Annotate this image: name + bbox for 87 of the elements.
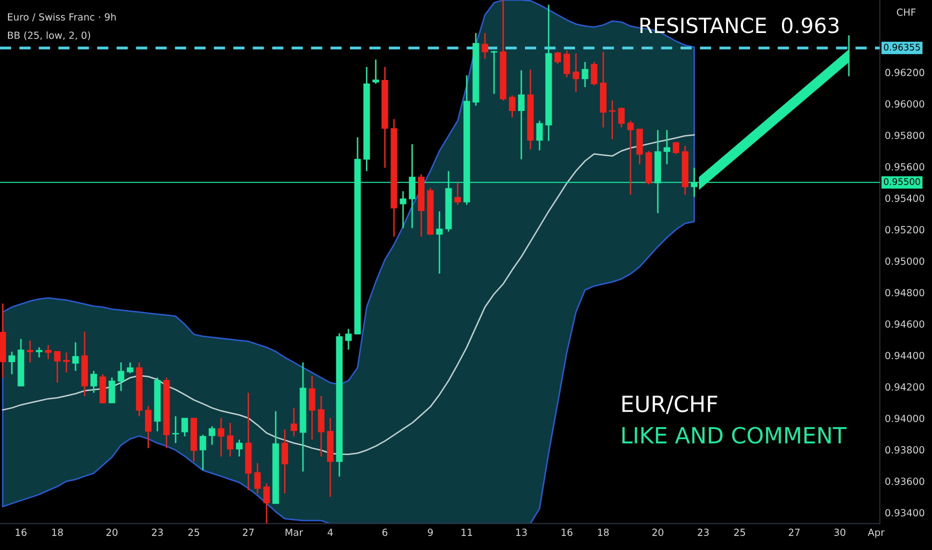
x-tick-label: 4: [328, 528, 333, 536]
candlestick: [8, 351, 16, 375]
x-tick-label: 16: [16, 528, 26, 536]
candlestick: [236, 439, 243, 458]
candlestick: [618, 106, 625, 128]
candlestick: [26, 340, 34, 364]
candlestick: [44, 344, 52, 360]
x-tick-label: 20: [106, 528, 118, 536]
y-tick-label: 0.95800: [885, 132, 924, 140]
annotation: RESISTANCE 0.963: [640, 18, 839, 34]
text: BB (25, low, 2, 0): [8, 31, 90, 40]
candlestick: [482, 32, 488, 60]
candlestick: [345, 328, 352, 350]
y-tick-label: 0.94200: [885, 383, 924, 391]
y-tick-label: 0.95600: [885, 163, 924, 171]
candlestick: [454, 182, 461, 206]
x-tick-label: 27: [788, 528, 800, 536]
x-tick-label: 13: [516, 528, 527, 536]
candlestick: [664, 129, 670, 166]
y-tick-label: 0.96200: [885, 68, 924, 76]
x-tick-label: 9: [428, 528, 433, 536]
candlestick: [564, 50, 570, 78]
candlestick: [590, 61, 598, 86]
candlestick: [72, 342, 79, 372]
candlestick: [218, 417, 224, 458]
candlestick: [263, 482, 270, 524]
y-tick-label: 0.94600: [885, 320, 924, 328]
candlestick: [508, 94, 516, 118]
x-tick-label: 23: [698, 528, 709, 536]
candlestick: [672, 142, 680, 155]
candlestick: [318, 395, 324, 458]
candlestick: [554, 51, 561, 64]
candlestick: [181, 418, 188, 438]
x-tick-label: 23: [152, 528, 163, 536]
candlestick: [108, 376, 116, 404]
y-tick-label: 0.95200: [885, 226, 924, 234]
text: CHF: [896, 8, 916, 16]
y-tick-label: 0.94000: [885, 414, 924, 422]
ref-line-label: 0.96355: [884, 44, 920, 51]
candlestick: [436, 210, 443, 274]
candlestick: [536, 120, 543, 152]
candlestick: [54, 350, 61, 384]
x-tick-label: 25: [188, 528, 200, 536]
candlestick: [172, 416, 179, 444]
x-tick-label: 18: [52, 528, 63, 536]
candlestick: [490, 50, 498, 95]
x-tick-label: Mar: [286, 528, 304, 536]
candlestick: [282, 428, 288, 494]
y-tick-label: 0.93800: [885, 446, 924, 454]
text: Euro / Swiss Franc · 9h: [8, 13, 116, 22]
candlestick: [90, 370, 97, 394]
x-tick-label: Apr: [868, 528, 885, 538]
candlestick: [582, 61, 588, 88]
candlestick: [63, 352, 70, 374]
x-tick-label: 20: [652, 528, 664, 536]
candlestick: [200, 434, 206, 471]
candlestick: [572, 52, 580, 93]
candlestick: [254, 462, 261, 494]
x-tick-label: 6: [382, 528, 388, 536]
y-tick-label: 0.95400: [885, 194, 924, 202]
candlestick: [145, 405, 152, 449]
x-tick-label: 27: [242, 528, 254, 536]
y-tick-label: 0.94800: [885, 288, 924, 296]
candlestick: [308, 375, 316, 440]
candlestick: [226, 422, 234, 458]
y-tick-label: 0.93600: [885, 478, 924, 485]
candlestick: [118, 362, 124, 392]
candlestick: [36, 346, 42, 358]
y-tick-label: 0.95000: [885, 257, 924, 265]
ref-line-label: 0.95500: [884, 178, 920, 186]
candlestick: [518, 70, 525, 160]
y-tick-label: 0.93400: [885, 509, 924, 516]
candlestick: [126, 362, 134, 374]
y-tick-label: 0.94400: [885, 352, 924, 360]
candlestick: [627, 120, 634, 196]
candlestick: [208, 426, 216, 446]
annotation: EUR/CHF: [622, 395, 718, 414]
x-tick-label: 25: [734, 528, 746, 536]
x-tick-label: 18: [598, 528, 609, 536]
x-tick-label: 16: [562, 528, 572, 536]
y-tick-label: 0.96000: [885, 100, 924, 108]
candlestick: [372, 58, 380, 84]
x-tick-label: 30: [834, 528, 846, 536]
candlestick: [400, 190, 406, 229]
candlestick: [290, 407, 298, 438]
x-tick-label: 11: [462, 528, 472, 536]
annotation: LIKE AND COMMENT: [622, 426, 847, 444]
